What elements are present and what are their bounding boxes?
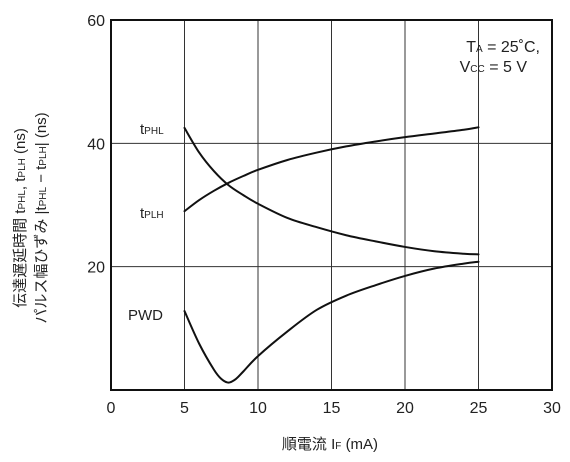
series-label-tphl: tPHL — [140, 121, 164, 138]
grid-lines — [111, 20, 552, 390]
series-label-tplh: tPLH — [140, 205, 164, 222]
x-tick-label-5: 5 — [180, 400, 189, 417]
x-tick-label-15: 15 — [323, 400, 341, 417]
x-tick-labels: 0 5 10 15 20 25 30 — [107, 400, 561, 417]
series-lines — [183, 126, 480, 384]
series-label-tplh-sub: PLH — [144, 210, 163, 221]
x-tick-label-0: 0 — [107, 400, 116, 417]
x-axis-label: 順電流 IF (mA) — [282, 436, 378, 453]
y-tick-label-40: 40 — [87, 136, 105, 153]
y-tick-labels: 20 40 60 — [87, 13, 105, 277]
plot-frame — [110, 19, 553, 391]
y-tick-label-60: 60 — [87, 13, 105, 30]
series-label-tphl-sub: PHL — [144, 126, 164, 137]
condition-annotation-ta: TA = 25˚C, — [466, 39, 540, 56]
x-tick-label-25: 25 — [470, 400, 488, 417]
y-axis-label-line1: 伝達遅延時間 tPHL, tPLH (ns) — [12, 128, 29, 308]
series-line-tphl — [183, 126, 480, 256]
series-line-pwd — [183, 260, 480, 384]
series-label-pwd: PWD — [128, 307, 163, 324]
series-label-tplh-t: t — [140, 205, 145, 222]
y-axis-label-line2: パルス幅ひずみ |tPHL − tPLH| (ns) — [33, 112, 50, 323]
series-line-tplh — [183, 126, 480, 213]
x-tick-label-30: 30 — [543, 400, 561, 417]
x-tick-label-20: 20 — [396, 400, 414, 417]
y-tick-label-20: 20 — [87, 260, 105, 277]
condition-annotation-vcc: VCC = 5 V — [460, 59, 528, 76]
series-label-tphl-t: t — [140, 121, 145, 138]
x-tick-label-10: 10 — [249, 400, 267, 417]
